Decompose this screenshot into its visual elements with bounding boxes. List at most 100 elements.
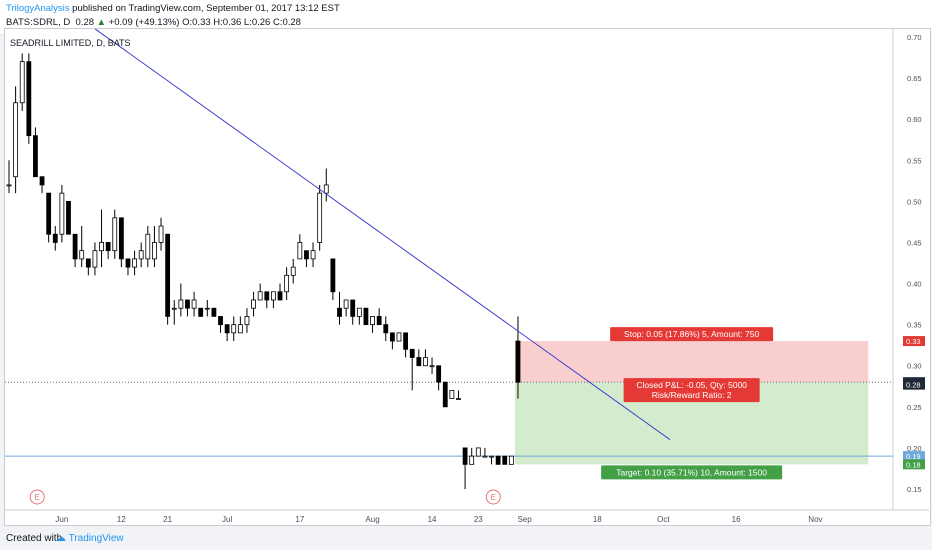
y-tick-label: 0.25 bbox=[907, 403, 922, 412]
price-badge-bg bbox=[903, 451, 925, 462]
price-badge-text: 0.19 bbox=[906, 452, 921, 461]
candle-body-up bbox=[204, 307, 210, 310]
stop-label-text: Stop: 0.05 (17.86%) 5, Amount: 750 bbox=[624, 329, 759, 339]
target-label-bg bbox=[601, 465, 783, 480]
candle bbox=[39, 176, 45, 194]
candle-body-down bbox=[218, 316, 223, 326]
symbol-label: BATS:SDRL, D bbox=[6, 17, 71, 28]
symbol-ohlc-line: BATS:SDRL, D 0.28 ▲ +0.09 (+49.13%) O:0.… bbox=[6, 17, 301, 28]
candle-body-up bbox=[423, 357, 428, 367]
candle bbox=[330, 258, 336, 300]
candle bbox=[52, 226, 58, 251]
x-tick-label: Oct bbox=[657, 515, 670, 524]
candle-body-up bbox=[290, 266, 296, 276]
x-tick-label: 16 bbox=[732, 515, 741, 524]
candle-body-up bbox=[6, 184, 12, 187]
candle bbox=[99, 209, 104, 268]
candle-body-up bbox=[323, 184, 329, 194]
candle bbox=[370, 316, 375, 333]
cloud-icon: ☁ bbox=[56, 533, 66, 544]
candle-body-down bbox=[39, 176, 45, 186]
candle bbox=[423, 349, 428, 367]
candle bbox=[456, 390, 461, 401]
candle bbox=[343, 299, 349, 317]
candle-body-down bbox=[277, 291, 283, 301]
candle-body-up bbox=[396, 332, 402, 342]
candle-body-down bbox=[224, 324, 230, 334]
candle bbox=[59, 184, 65, 243]
x-tick-label: Nov bbox=[808, 515, 822, 524]
candle-body-up bbox=[370, 316, 375, 326]
candle-body-up bbox=[92, 250, 98, 268]
candle-body-down bbox=[416, 357, 422, 367]
candle bbox=[237, 316, 243, 334]
candle bbox=[125, 258, 131, 276]
created-with-text: Created with bbox=[6, 533, 63, 544]
candle-body-up bbox=[310, 250, 316, 260]
earnings-icon bbox=[485, 489, 501, 505]
stop-loss-zone bbox=[514, 341, 869, 383]
candle bbox=[198, 307, 204, 317]
candle bbox=[46, 192, 52, 243]
candle-body-up bbox=[178, 299, 184, 309]
x-tick-label: 12 bbox=[117, 515, 126, 524]
candle bbox=[290, 258, 296, 284]
candle-body-down bbox=[376, 316, 382, 326]
candle-body-down bbox=[264, 291, 270, 301]
candle-body-up bbox=[152, 242, 157, 260]
candle bbox=[79, 226, 85, 268]
candle bbox=[403, 332, 409, 358]
candle bbox=[442, 381, 448, 408]
candle-body-down bbox=[363, 307, 369, 326]
candle-body-down bbox=[462, 447, 468, 465]
candle-body-up bbox=[132, 258, 137, 268]
candle-body-down bbox=[33, 135, 38, 178]
candle bbox=[502, 455, 508, 465]
target-label-text: Target: 0.10 (35.71%) 10, Amount: 1500 bbox=[616, 467, 767, 477]
x-tick-label: Jul bbox=[222, 515, 232, 524]
candle bbox=[158, 217, 164, 251]
price-badge: 0.33 bbox=[903, 336, 925, 347]
candle-body-down bbox=[52, 233, 58, 243]
candle-body-up bbox=[317, 192, 323, 243]
candle bbox=[356, 307, 362, 325]
candle bbox=[92, 242, 98, 276]
earnings-marker: E bbox=[485, 489, 501, 505]
candle bbox=[145, 226, 151, 268]
candle bbox=[204, 299, 210, 317]
candle-body-down bbox=[118, 217, 124, 260]
candle bbox=[231, 316, 237, 342]
candle bbox=[132, 250, 137, 276]
y-tick-label: 0.40 bbox=[907, 280, 922, 289]
price-badge-bg bbox=[903, 379, 925, 390]
earnings-icon bbox=[29, 489, 45, 505]
candle bbox=[475, 447, 481, 457]
y-tick-label: 0.65 bbox=[907, 74, 922, 83]
candle-body-up bbox=[257, 291, 263, 301]
candle-body-down bbox=[409, 348, 415, 358]
candle bbox=[112, 209, 118, 259]
tradingview-logo[interactable]: ☁ TradingView bbox=[56, 533, 124, 544]
candle-body-up bbox=[489, 455, 494, 458]
author-link[interactable]: TrilogyAnalysis bbox=[6, 3, 70, 14]
symbol-title: SEADRILL LIMITED, D, BATS bbox=[10, 38, 131, 48]
footer: Created with ☁ TradingView bbox=[0, 528, 932, 550]
candle-body-up bbox=[469, 455, 475, 465]
candle bbox=[416, 349, 422, 367]
candle bbox=[277, 283, 283, 301]
stop-label: Stop: 0.05 (17.86%) 5, Amount: 750 bbox=[610, 327, 774, 342]
publish-info: TrilogyAnalysis published on TradingView… bbox=[6, 3, 340, 14]
y-tick-label: 0.15 bbox=[907, 485, 922, 494]
candle bbox=[138, 242, 144, 268]
pnl-label-bg bbox=[623, 378, 760, 403]
y-tick-label: 0.70 bbox=[907, 33, 922, 42]
candle bbox=[257, 283, 263, 301]
candle-body-up bbox=[429, 365, 435, 368]
candle-body-down bbox=[85, 258, 91, 268]
candle-body-up bbox=[59, 192, 65, 235]
price-change: +0.09 (+49.13%) bbox=[108, 17, 180, 28]
price-badge-bg bbox=[903, 459, 925, 470]
plot-area bbox=[5, 29, 893, 489]
candle bbox=[165, 233, 171, 325]
